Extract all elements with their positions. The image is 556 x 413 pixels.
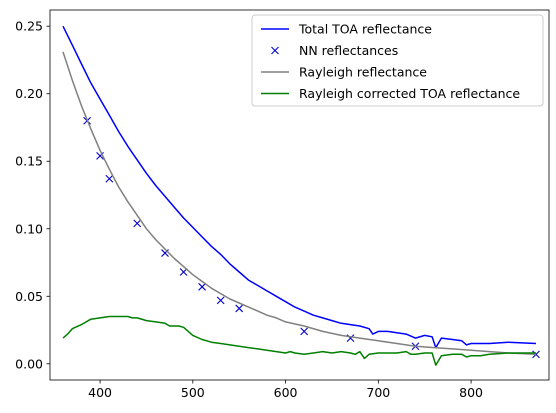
legend: Total TOA reflectance NN reflectances Rayl…: [251, 14, 544, 107]
x-axis: 400 500 600 700 800: [88, 380, 483, 400]
legend-label: Rayleigh reflectance: [299, 65, 427, 80]
data-point-marker: [216, 296, 225, 305]
data-point-marker: [532, 350, 540, 359]
x-tick-label: 700: [366, 385, 390, 400]
plot-series: [62, 25, 540, 366]
y-axis: 0.00 0.05 0.10 0.15 0.20 0.25: [15, 19, 50, 371]
series-total-toa-reflectance: [62, 25, 537, 349]
legend-item: Rayleigh corrected TOA reflectance: [261, 86, 520, 101]
axes-frame: [49, 9, 550, 381]
legend-box: [251, 14, 544, 107]
x-tick-label: 800: [459, 385, 483, 400]
y-tick-label: 0.00: [15, 356, 43, 371]
data-point-marker: [300, 327, 309, 336]
data-point-marker: [235, 304, 244, 313]
y-tick-label: 0.05: [15, 289, 43, 304]
data-point-marker: [105, 174, 114, 183]
series-line-rayleigh-corrected-toa-reflectance: [62, 315, 536, 366]
series-rayleigh-reflectance: [62, 51, 537, 356]
legend-swatch: [271, 46, 279, 55]
y-tick-label: 0.10: [15, 221, 43, 236]
legend-label: Rayleigh corrected TOA reflectance: [299, 86, 520, 101]
legend-item: Rayleigh reflectance: [261, 65, 427, 80]
x-tick-label: 500: [181, 385, 205, 400]
legend-label: Total TOA reflectance: [298, 22, 432, 37]
legend-item: NN reflectances: [271, 43, 398, 58]
x-tick-label: 400: [88, 385, 112, 400]
x-tick-label: 600: [274, 385, 298, 400]
y-tick-label: 0.15: [15, 154, 43, 169]
data-point-marker: [133, 219, 142, 228]
series-line-rayleigh-reflectance: [62, 51, 537, 356]
data-point-marker: [179, 268, 188, 276]
legend-item: Total TOA reflectance: [261, 22, 432, 37]
data-point-marker: [198, 282, 207, 291]
legend-label: NN reflectances: [299, 43, 398, 58]
y-tick-label: 0.25: [15, 19, 43, 34]
y-tick-label: 0.20: [15, 86, 43, 101]
series-rayleigh-corrected-toa-reflectance: [62, 315, 536, 366]
series-line-total-toa-reflectance: [62, 25, 537, 349]
